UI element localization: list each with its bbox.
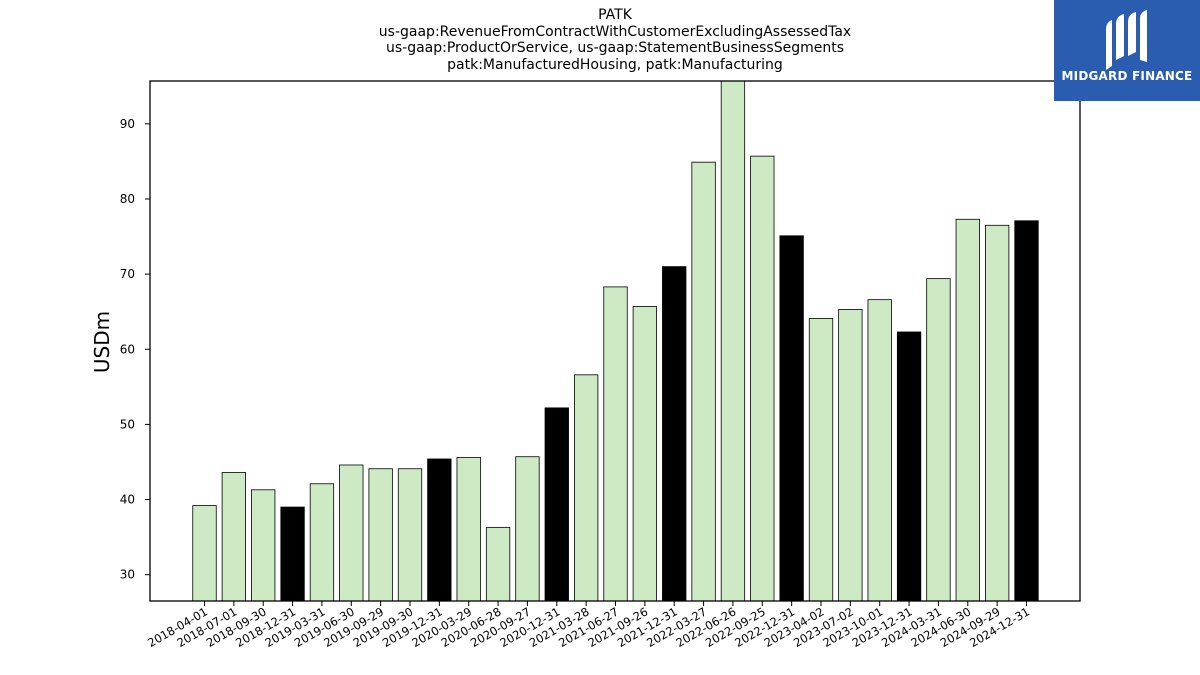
bar-2020-09-27 (515, 456, 540, 602)
bars-group (192, 80, 1039, 602)
y-tick-label: 80 (120, 192, 135, 206)
bar-2019-06-30 (339, 464, 364, 602)
bar-2023-04-02 (808, 318, 834, 602)
bar-2023-10-01 (867, 299, 892, 602)
bar-2019-09-29 (368, 468, 393, 602)
bar-2022-06-26 (720, 80, 746, 602)
y-tick-label: 70 (120, 267, 135, 281)
bar-2022-03-27 (691, 161, 716, 602)
y-tick-label: 30 (120, 568, 135, 582)
bar-2022-09-25 (750, 155, 775, 602)
bar-2024-12-31 (1014, 220, 1039, 602)
bar-2018-09-30 (251, 489, 276, 602)
chart-title-line-3: us-gaap:ProductOrService, us-gaap:Statem… (385, 40, 844, 56)
bar-2024-09-29 (985, 224, 1010, 602)
bar-2022-12-31 (779, 235, 804, 602)
y-axis-label: USDm (90, 311, 114, 373)
chart-title-line-2: us-gaap:RevenueFromContractWithCustomerE… (378, 24, 852, 40)
bar-2018-07-01 (221, 472, 247, 602)
chart-title-line-4: patk:ManufacturedHousing, patk:Manufactu… (447, 57, 783, 73)
y-tick-label: 60 (120, 342, 135, 356)
bar-2019-03-31 (309, 483, 335, 602)
bar-2021-06-27 (603, 286, 628, 602)
bar-2020-12-31 (544, 407, 569, 602)
y-axis: 30 40 50 60 70 80 90 (120, 117, 150, 582)
y-tick-label: 40 (120, 493, 135, 507)
bar-2019-09-30 (397, 468, 423, 602)
y-tick-label: 50 (120, 417, 135, 431)
bar-2024-03-31 (926, 278, 951, 602)
bar-2020-03-29 (456, 457, 481, 602)
midgard-finance-logo: MIDGARD FINANCE (1054, 0, 1200, 101)
bar-2023-12-31 (896, 331, 922, 602)
x-axis: 2018-04-012018-07-012018-09-302018-12-31… (145, 601, 1032, 650)
y-tick-label: 90 (120, 117, 135, 131)
bar-2018-12-31 (280, 506, 305, 602)
bar-2024-06-30 (955, 218, 980, 602)
bar-2019-12-31 (427, 458, 452, 602)
logo-mark-icon (1106, 10, 1147, 70)
bar-2023-07-02 (838, 309, 863, 602)
bar-2020-06-28 (485, 526, 511, 602)
bar-2021-12-31 (662, 266, 687, 602)
bar-2021-09-26 (632, 306, 657, 602)
logo-text: MIDGARD FINANCE (1061, 69, 1193, 83)
chart-title-line-1: PATK (598, 7, 632, 23)
bar-2021-03-28 (574, 374, 599, 602)
bar-2018-04-01 (192, 505, 217, 602)
